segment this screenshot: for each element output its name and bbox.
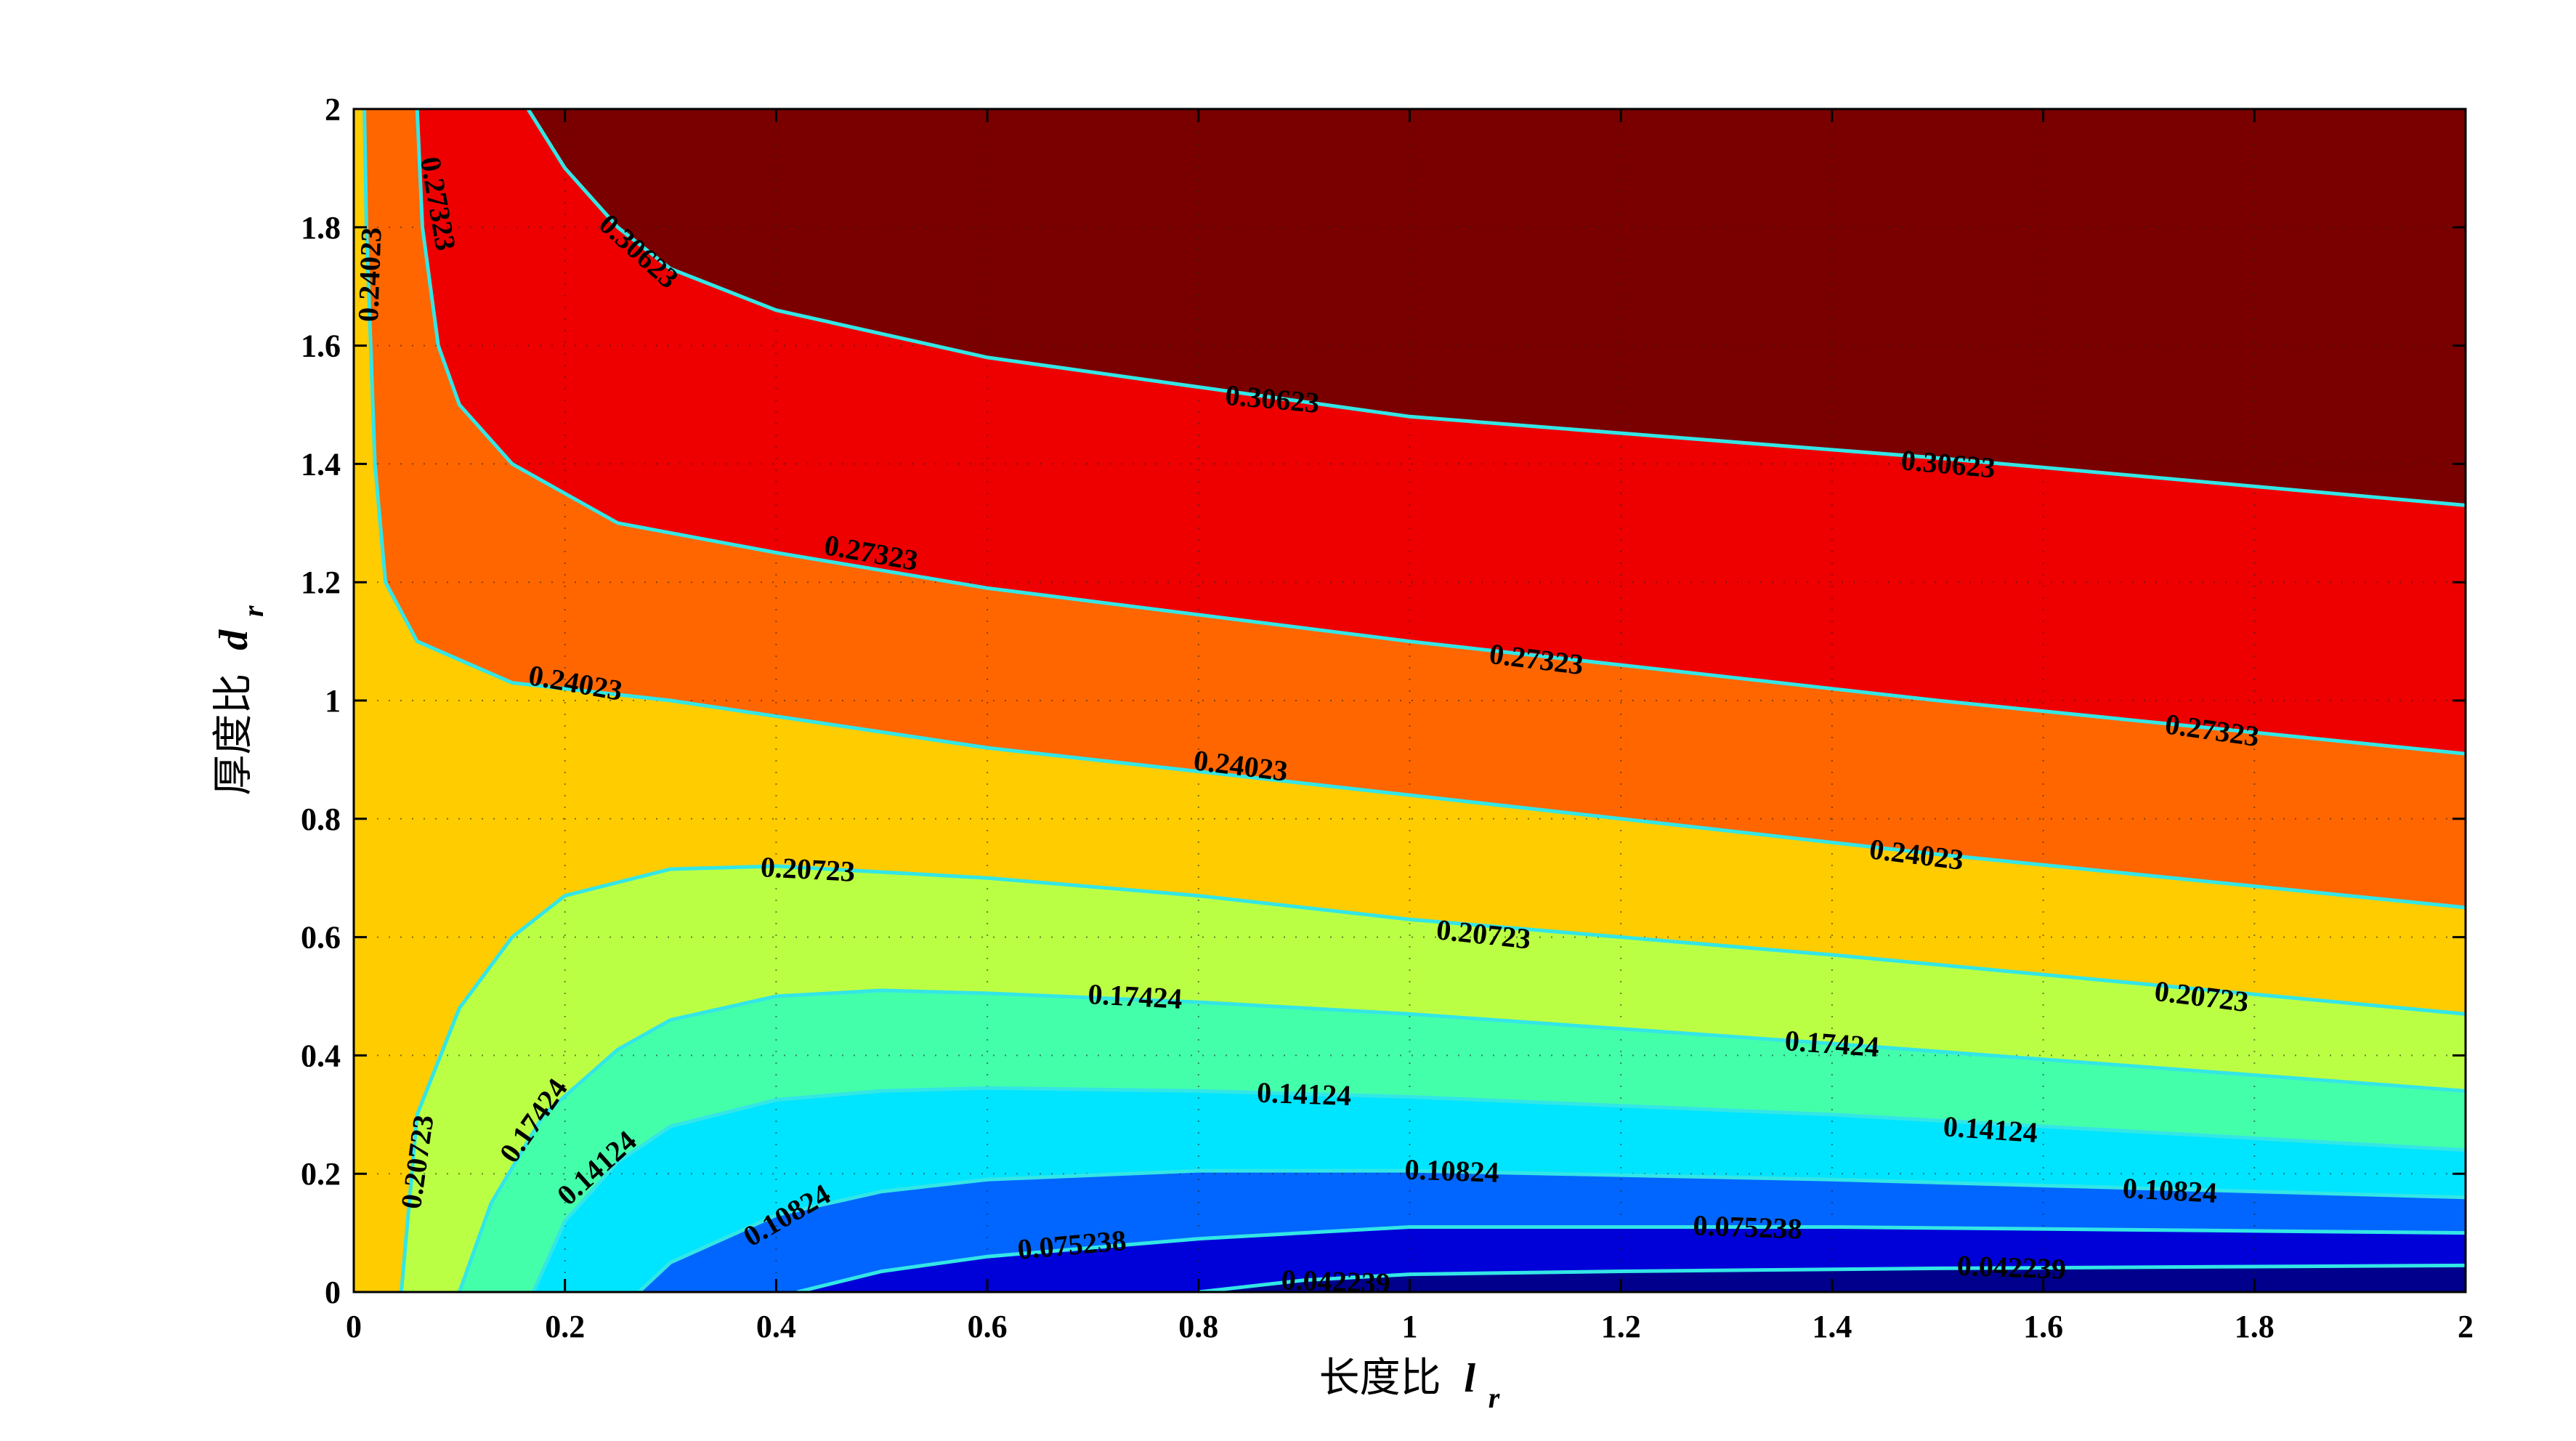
x-tick-label: 1.4 [1812, 1309, 1852, 1344]
contour-line-9 [526, 109, 2466, 507]
y-tick-label: 0.4 [301, 1038, 341, 1073]
contour-label: 0.17424 [1783, 1024, 1880, 1063]
contour-line-7 [362, 109, 2466, 910]
contour-label: 0.042239 [1956, 1249, 2066, 1285]
y-tick-label: 0 [325, 1275, 341, 1310]
y-axis-symbol: d [211, 629, 256, 650]
x-tick-label: 0 [346, 1309, 362, 1344]
y-tick-label: 1 [325, 683, 341, 719]
y-tick-label: 0.6 [301, 920, 341, 956]
contour-fills [354, 109, 2466, 1292]
contour-line-4 [531, 1086, 2466, 1292]
contour-line-5 [458, 988, 2466, 1292]
contour-lines [362, 109, 2466, 1292]
y-tick-label: 1.4 [301, 446, 341, 482]
contour-label: 0.10824 [1404, 1153, 1499, 1189]
x-axis-ticks: 0 0.2 0.4 0.6 0.8 1 1.2 1.4 1.6 1.8 2 [346, 109, 2474, 1344]
x-tick-label: 0.2 [545, 1309, 585, 1344]
y-axis-label-text: 厚度比 [210, 674, 257, 796]
x-tick-label: 1.6 [2023, 1309, 2063, 1344]
y-tick-label: 1.2 [301, 565, 341, 600]
y-axis-ticks: 0 0.2 0.4 0.6 0.8 1 1.2 1.4 1.6 1.8 2 [301, 92, 2466, 1310]
contour-label: 0.14124 [1256, 1076, 1351, 1113]
x-tick-label: 1.8 [2235, 1309, 2275, 1344]
contour-line-8 [415, 109, 2466, 756]
x-axis-symbol: l [1464, 1356, 1475, 1401]
x-axis-label-text: 长度比 [1319, 1355, 1441, 1402]
y-tick-label: 1.6 [301, 328, 341, 364]
y-tick-label: 0.8 [301, 802, 341, 837]
y-tick-label: 1.8 [301, 210, 341, 246]
x-tick-label: 1.2 [1601, 1309, 1641, 1344]
x-axis-label: 长度比 l r [1319, 1355, 1500, 1414]
x-axis-subscript: r [1489, 1381, 1500, 1414]
contour-label: 0.042239 [1281, 1263, 1390, 1299]
y-tick-label: 2 [325, 92, 341, 127]
contour-label: 0.20723 [760, 850, 856, 888]
contour-label: 0.10824 [2122, 1171, 2218, 1209]
contour-label: 0.24023 [352, 227, 388, 322]
y-axis-subscript: r [237, 605, 270, 617]
x-tick-label: 1 [1402, 1309, 1418, 1344]
contour-label: 0.075238 [1693, 1208, 1802, 1245]
x-tick-label: 2 [2458, 1309, 2474, 1344]
contour-line-1 [1198, 1263, 2466, 1292]
y-tick-label: 0.2 [301, 1156, 341, 1192]
contour-line-2 [796, 1225, 2466, 1292]
contour-label: 0.14124 [1943, 1110, 2039, 1149]
x-tick-label: 0.4 [756, 1309, 796, 1344]
y-axis-label: 厚度比 d r [210, 605, 270, 796]
x-tick-label: 0.8 [1178, 1309, 1218, 1344]
x-tick-label: 0.6 [968, 1309, 1008, 1344]
contour-line-3 [637, 1168, 2466, 1292]
contour-line-6 [399, 864, 2466, 1292]
contour-label: 0.17424 [1087, 977, 1183, 1015]
